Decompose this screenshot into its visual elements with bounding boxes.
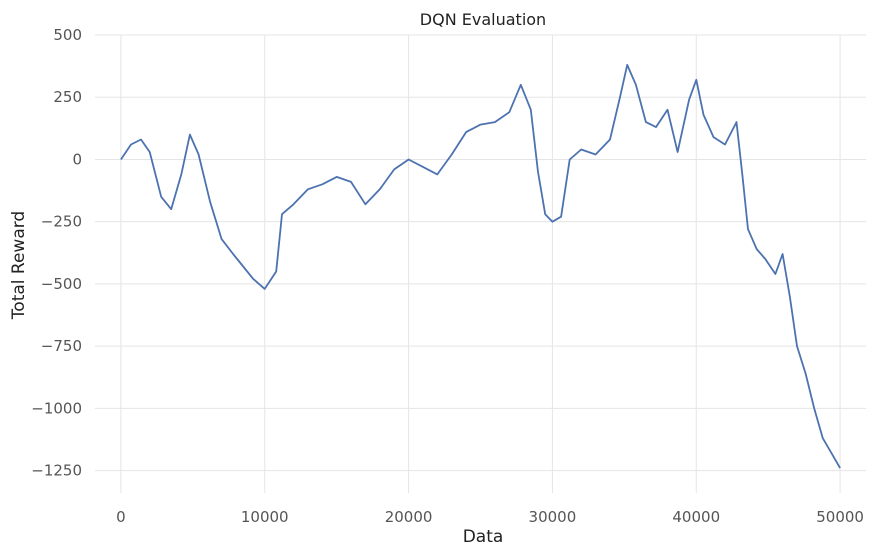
series-line — [120, 64, 841, 469]
x-tick-label: 30000 — [529, 508, 577, 526]
y-tick-label: 0 — [72, 150, 82, 168]
x-tick-label: 20000 — [385, 508, 433, 526]
x-tick-label: 40000 — [672, 508, 720, 526]
tick-labels: 0 10000 20000 30000 40000 50000 500 250 0 −250 −50… — [31, 26, 864, 526]
y-tick-label: −1250 — [31, 462, 82, 480]
y-tick-label: −1000 — [31, 399, 82, 417]
chart-title: DQN Evaluation — [420, 10, 546, 29]
y-tick-label: 500 — [53, 26, 82, 44]
y-tick-label: −500 — [41, 275, 82, 293]
y-axis-label: Total Reward — [9, 211, 29, 320]
y-tick-label: 250 — [53, 88, 82, 106]
x-tick-label: 0 — [116, 508, 126, 526]
x-tick-label: 10000 — [241, 508, 289, 526]
y-tick-label: −750 — [41, 337, 82, 355]
grid — [95, 34, 866, 493]
y-tick-label: −250 — [41, 213, 82, 231]
plot-area — [120, 64, 841, 469]
x-axis-label: Data — [463, 527, 504, 547]
x-tick-label: 50000 — [816, 508, 864, 526]
